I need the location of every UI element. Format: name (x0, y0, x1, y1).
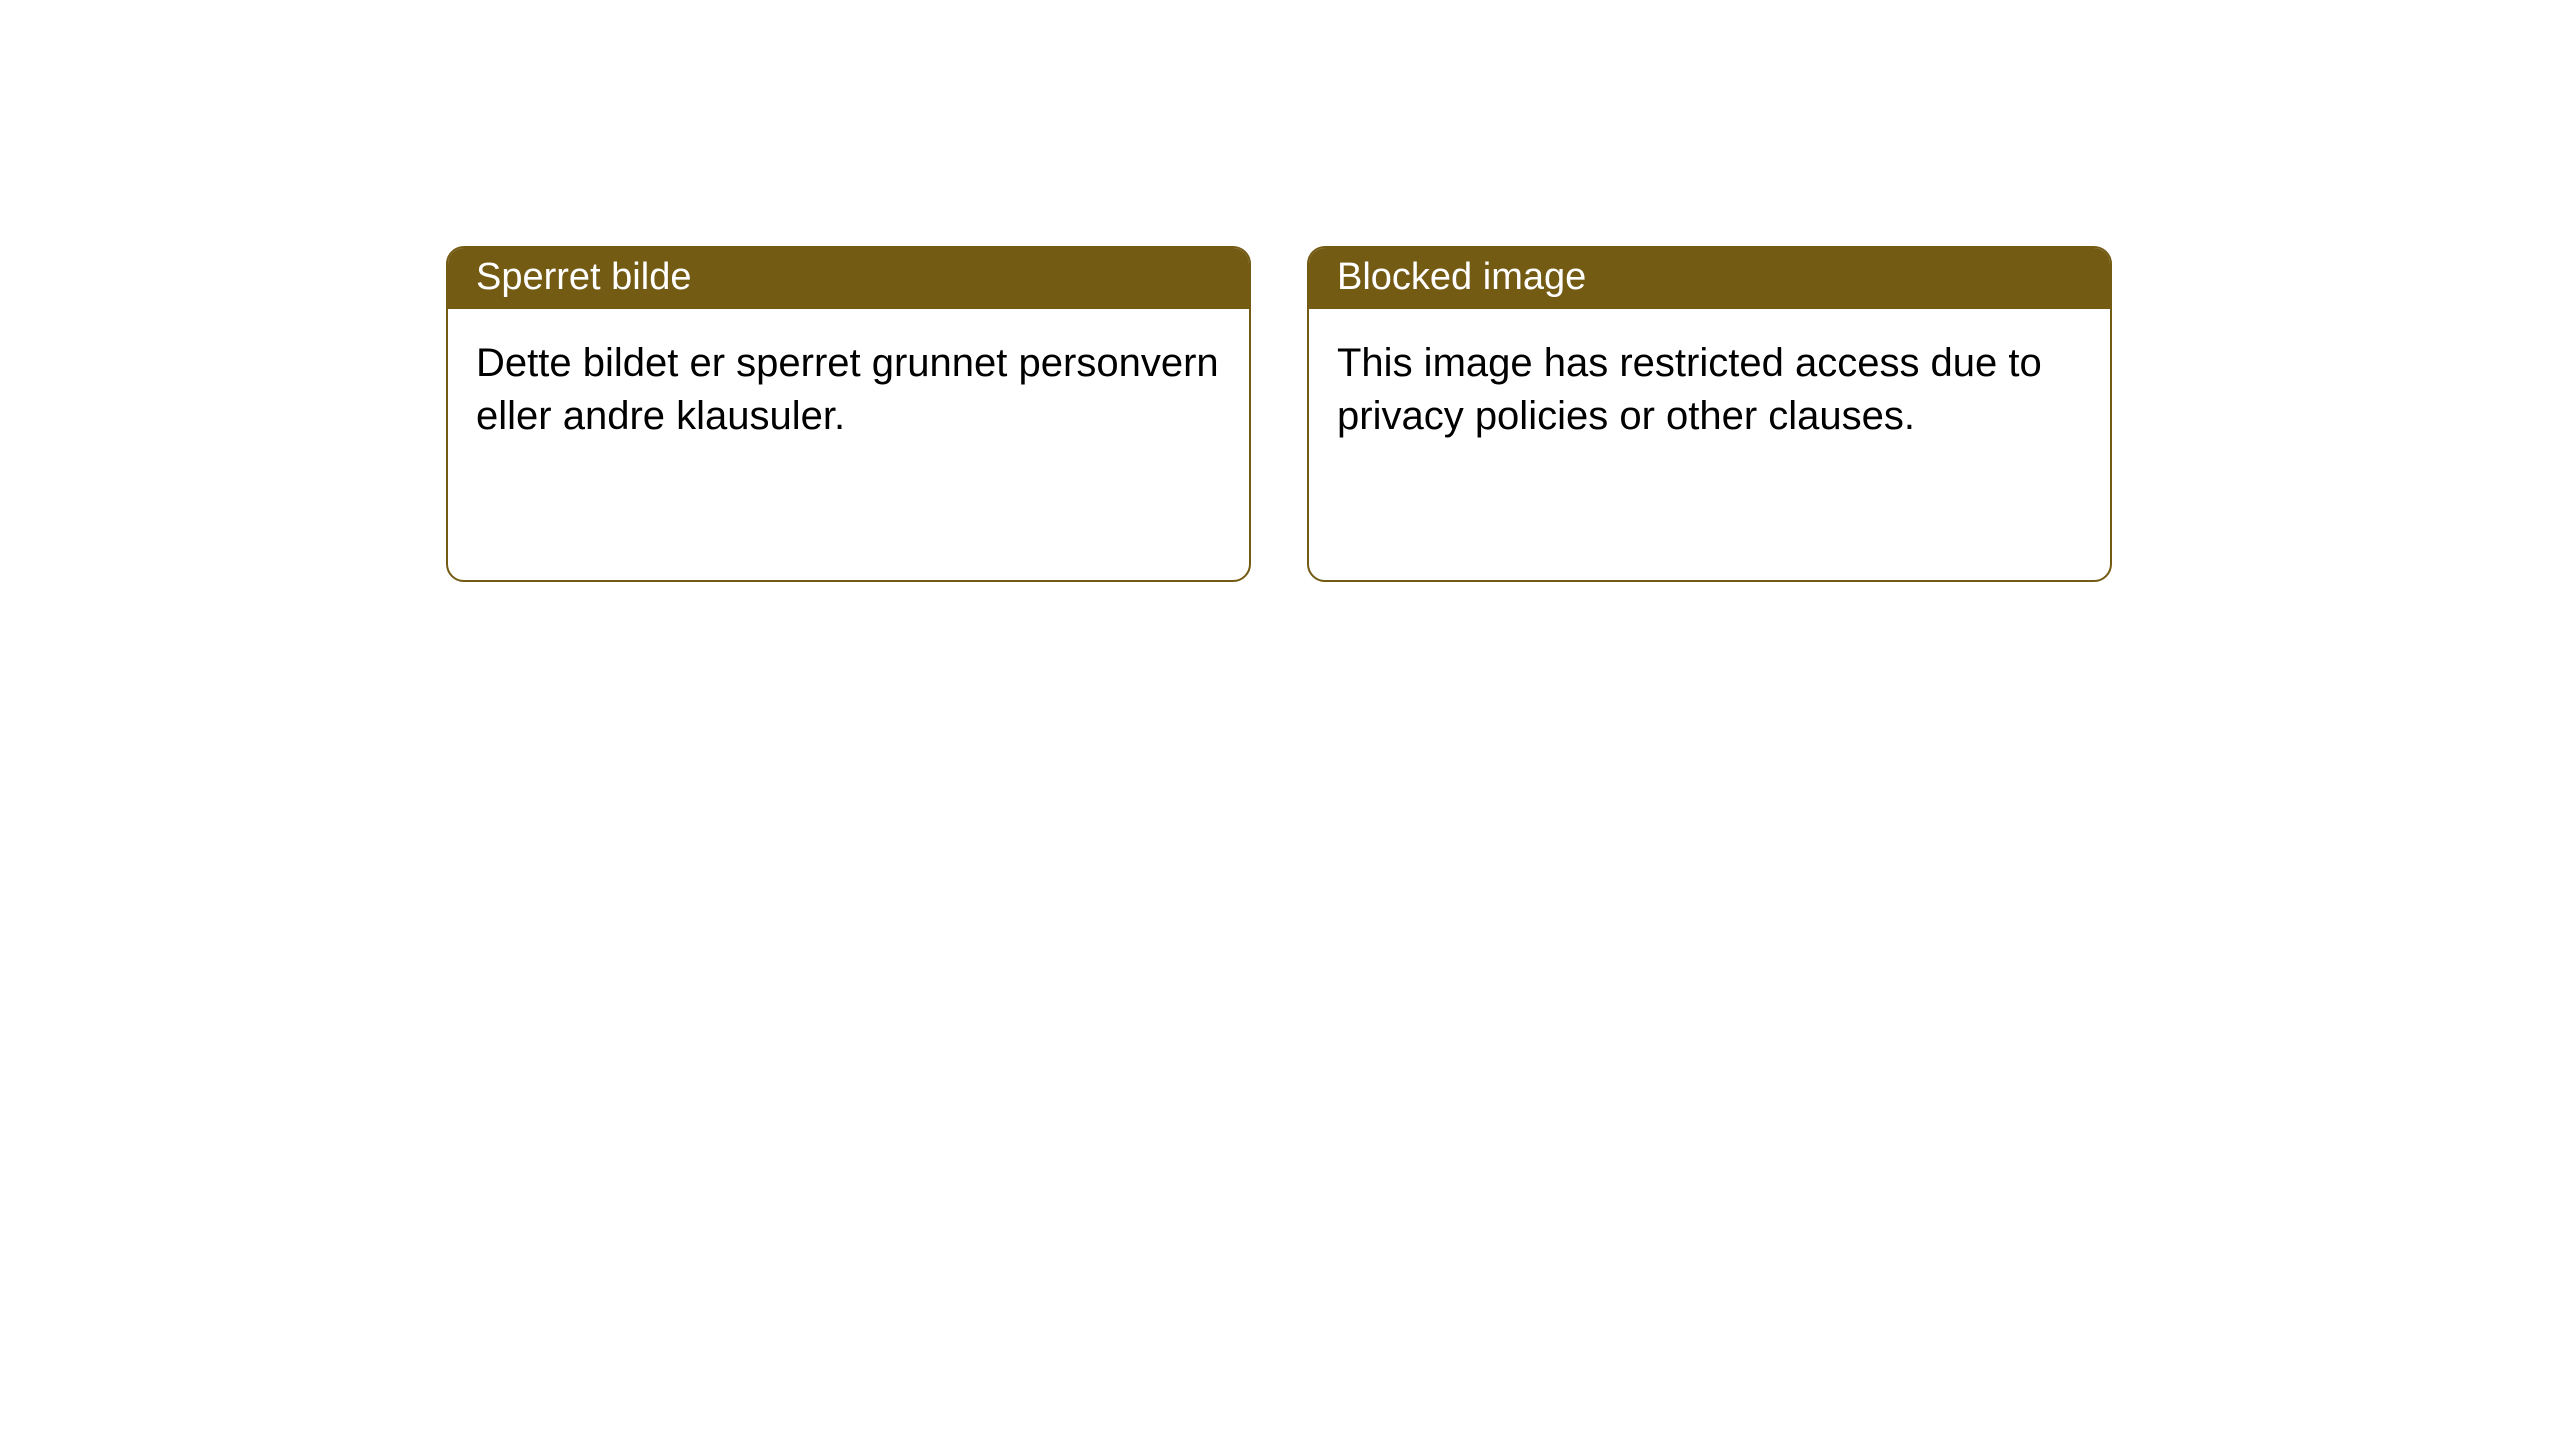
notice-card-english: Blocked image This image has restricted … (1307, 246, 2112, 582)
notice-card-body: This image has restricted access due to … (1309, 309, 2110, 471)
notice-card-title: Blocked image (1309, 248, 2110, 309)
notice-card-title: Sperret bilde (448, 248, 1249, 309)
notice-card-norwegian: Sperret bilde Dette bildet er sperret gr… (446, 246, 1251, 582)
notice-card-body: Dette bildet er sperret grunnet personve… (448, 309, 1249, 471)
notice-container: Sperret bilde Dette bildet er sperret gr… (0, 0, 2560, 582)
